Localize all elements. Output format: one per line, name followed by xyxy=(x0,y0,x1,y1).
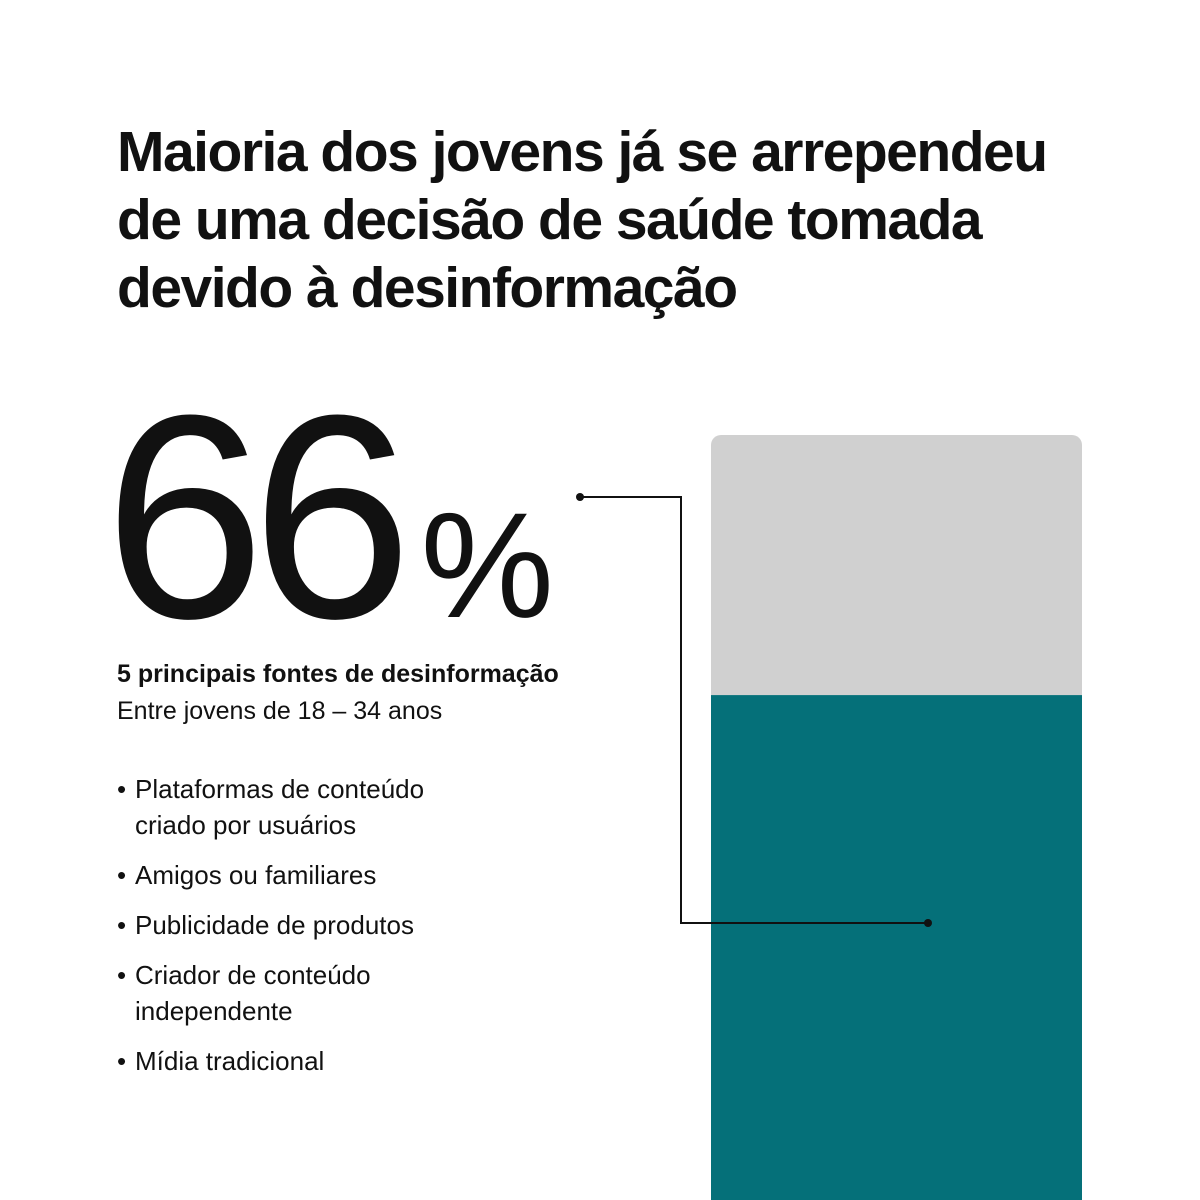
value-label: 66% xyxy=(104,355,554,679)
source-item: Amigos ou familiares xyxy=(117,857,487,893)
note: Entre jovens de 18 – 34 anos xyxy=(117,697,443,725)
source-item: Plataformas de conteúdo criado por usuár… xyxy=(117,771,487,843)
source-list: Plataformas de conteúdo criado por usuár… xyxy=(117,771,487,1093)
source-item: Criador de conteúdo independente xyxy=(117,957,487,1029)
source-item: Publicidade de produtos xyxy=(117,907,487,943)
connector xyxy=(580,496,928,924)
connector-dot xyxy=(576,493,584,501)
chart-title: Maioria dos jovens já se arrependeu de u… xyxy=(117,120,1048,320)
source-item: Mídia tradicional xyxy=(117,1043,487,1079)
bar xyxy=(711,695,1082,1200)
connector-dot xyxy=(924,919,932,927)
subtitle: 5 principais fontes de desinformação xyxy=(117,660,559,688)
